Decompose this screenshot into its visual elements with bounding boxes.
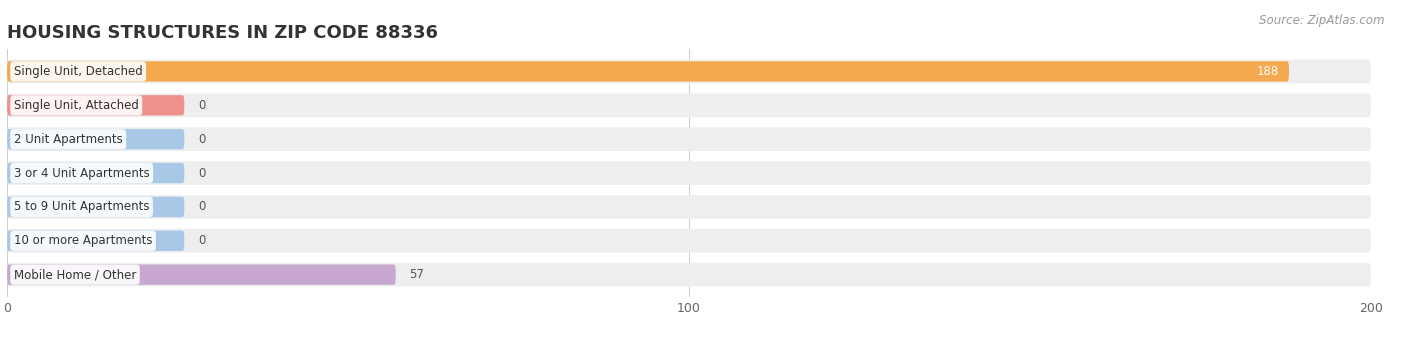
- Text: Mobile Home / Other: Mobile Home / Other: [14, 268, 136, 281]
- Text: 0: 0: [198, 166, 205, 180]
- Text: 0: 0: [198, 99, 205, 112]
- FancyBboxPatch shape: [7, 197, 184, 217]
- Text: Source: ZipAtlas.com: Source: ZipAtlas.com: [1260, 14, 1385, 27]
- FancyBboxPatch shape: [7, 263, 1371, 286]
- Text: 5 to 9 Unit Apartments: 5 to 9 Unit Apartments: [14, 201, 149, 213]
- FancyBboxPatch shape: [7, 127, 1371, 151]
- Text: 3 or 4 Unit Apartments: 3 or 4 Unit Apartments: [14, 166, 149, 180]
- Text: 0: 0: [198, 234, 205, 247]
- FancyBboxPatch shape: [7, 163, 184, 183]
- FancyBboxPatch shape: [7, 161, 1371, 185]
- FancyBboxPatch shape: [7, 265, 395, 285]
- Text: 2 Unit Apartments: 2 Unit Apartments: [14, 133, 122, 146]
- FancyBboxPatch shape: [7, 61, 1289, 81]
- Text: Single Unit, Attached: Single Unit, Attached: [14, 99, 139, 112]
- Text: 0: 0: [198, 201, 205, 213]
- FancyBboxPatch shape: [7, 231, 184, 251]
- FancyBboxPatch shape: [7, 60, 1371, 83]
- Text: HOUSING STRUCTURES IN ZIP CODE 88336: HOUSING STRUCTURES IN ZIP CODE 88336: [7, 24, 439, 42]
- Text: Single Unit, Detached: Single Unit, Detached: [14, 65, 142, 78]
- Text: 57: 57: [409, 268, 425, 281]
- FancyBboxPatch shape: [7, 95, 184, 116]
- FancyBboxPatch shape: [7, 129, 184, 149]
- Text: 188: 188: [1257, 65, 1279, 78]
- FancyBboxPatch shape: [7, 93, 1371, 117]
- FancyBboxPatch shape: [7, 229, 1371, 253]
- Text: 0: 0: [198, 133, 205, 146]
- Text: 10 or more Apartments: 10 or more Apartments: [14, 234, 152, 247]
- FancyBboxPatch shape: [7, 195, 1371, 219]
